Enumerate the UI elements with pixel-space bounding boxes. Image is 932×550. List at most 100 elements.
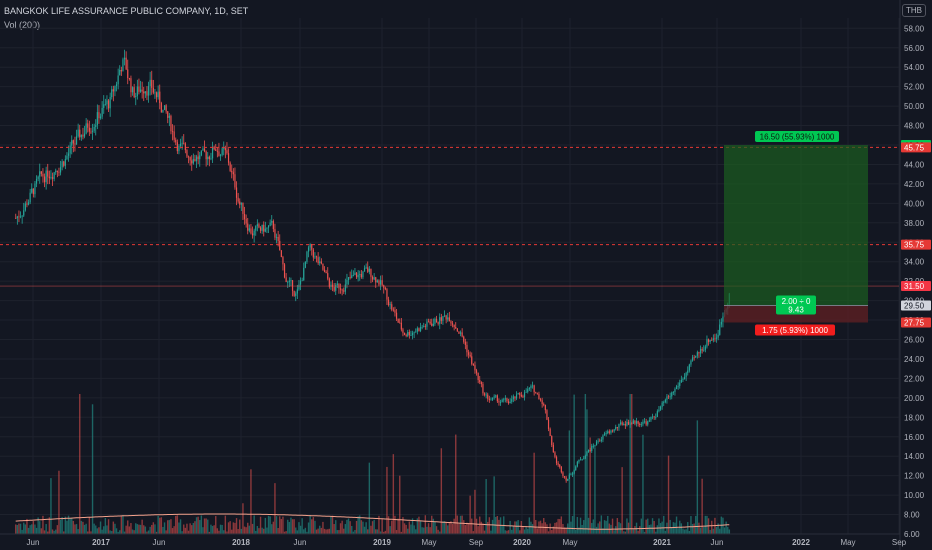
volume-bar [363,526,366,534]
candle-body [267,225,270,228]
volume-bar [146,531,148,534]
volume-bar [135,523,137,534]
volume-bar [43,530,46,534]
volume-bar [581,524,583,534]
candle-body [290,280,292,282]
volume-moving-average-line [15,513,730,530]
volume-bar [514,521,516,534]
candle-body [576,461,578,467]
volume-bar [423,527,425,534]
volume-bar [475,518,478,534]
price-axis-tag-bg [901,281,931,292]
volume-bar [115,528,118,534]
candle-body [50,177,52,179]
volume-bar [303,529,305,534]
candle-body [416,328,418,332]
volume-bar [346,519,348,534]
volume-bar [613,530,615,534]
volume-bar [239,519,241,534]
candle-body [541,400,543,404]
candle-body [376,280,378,283]
candle-body [667,396,670,398]
candle-body [498,401,500,403]
candle-body [288,280,290,282]
candle-body [58,171,60,173]
candle-body [175,139,177,143]
volume-bar [512,526,515,534]
candle-body [85,123,87,134]
volume-bar [445,521,447,534]
price-tick-label: 24.00 [904,355,925,364]
volume-bar [455,434,457,534]
price-tick-label: 54.00 [904,63,925,72]
volume-bar [255,530,257,534]
candle-body [653,416,655,418]
time-tick-label: Jun [153,538,166,547]
volume-bar [85,523,87,534]
candle-body [266,227,268,229]
volume-bar [591,522,593,534]
volume-bar [690,516,692,534]
volume-bar [696,420,699,534]
volume-bar [435,526,438,534]
candle-body [679,382,681,386]
volume-bar [461,515,463,534]
volume-bar [394,515,396,534]
volume-bar [23,522,25,534]
candle-body [213,146,215,150]
candle-body [111,89,113,98]
candle-body [304,261,306,268]
candle-body [309,244,311,248]
candle-body [35,178,38,184]
candle-body [677,385,679,387]
volume-bar [58,470,60,534]
candle-body [343,290,345,292]
candle-body [107,100,110,109]
candle-body [306,251,308,262]
candle-body [632,420,634,424]
volume-bar [231,529,233,534]
candle-body [255,226,257,231]
chart-symbol-title[interactable]: BANGKOK LIFE ASSURANCE PUBLIC COMPANY, 1… [4,6,249,16]
volume-bar [530,521,532,534]
candle-body [501,399,503,403]
volume-bar [275,516,278,534]
price-tick-label: 48.00 [904,122,925,131]
volume-bar [355,520,358,534]
candle-body [421,326,423,328]
volume-bar [183,524,185,534]
volume-bar [709,529,711,534]
volume-bar [123,531,126,534]
volume-bar [370,525,372,534]
volume-bar [347,518,350,534]
volume-bar [594,447,596,534]
candle-body [607,431,609,434]
volume-bar [128,526,131,534]
volume-bar [352,531,355,534]
candle-body [503,399,505,401]
candle-body [77,129,79,137]
price-tick-label: 6.00 [904,530,920,539]
candle-body [400,322,402,330]
candle-body [43,176,46,183]
candle-body [335,284,337,291]
volume-bar [391,520,393,534]
volume-bar [515,521,518,534]
time-tick-label: Sep [469,538,484,547]
volume-bar [579,517,582,534]
candle-body [365,267,367,269]
volume-bar [200,515,203,534]
volume-bar [42,515,44,534]
price-axis-tag-text: 35.75 [904,241,925,250]
candle-body [184,143,186,151]
candle-body [408,332,410,336]
candle-body [160,103,162,113]
candle-body [87,123,89,128]
risk-reward-label: 2.00 ÷ 09.43 [776,295,816,315]
candle-body [549,428,551,437]
volume-indicator-label[interactable]: Vol (200) [4,20,41,30]
candle-body [347,277,350,280]
volume-bar [74,524,76,534]
currency-badge[interactable]: THB [902,4,926,17]
